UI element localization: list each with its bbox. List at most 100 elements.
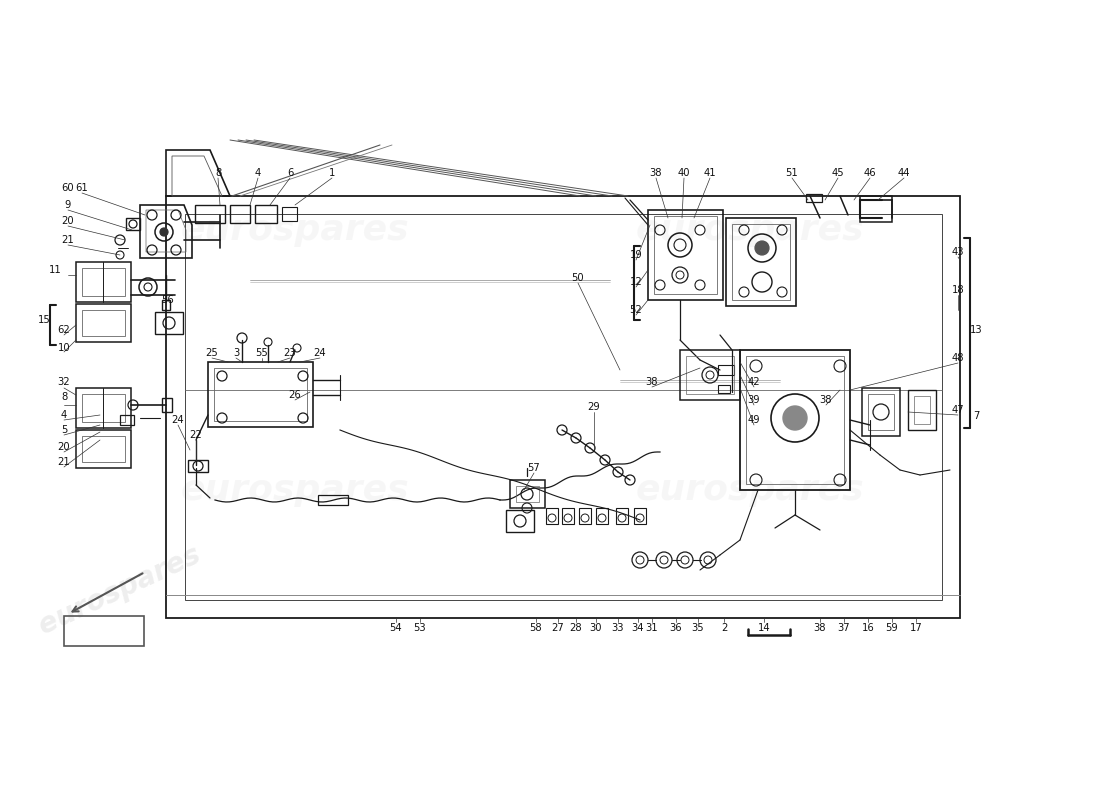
Text: 10: 10 (57, 343, 70, 353)
Circle shape (783, 406, 807, 430)
Text: 21: 21 (62, 235, 75, 245)
Bar (162, 300, 170, 310)
Text: 62: 62 (57, 325, 70, 335)
Text: 55: 55 (255, 348, 268, 358)
Bar (516, 486, 539, 502)
Text: 16: 16 (861, 623, 875, 633)
Bar (616, 508, 628, 524)
Text: 56: 56 (162, 295, 175, 305)
Text: 29: 29 (587, 402, 601, 412)
Bar (546, 508, 558, 524)
Text: 53: 53 (414, 623, 427, 633)
Text: 42: 42 (748, 377, 760, 387)
Text: 34: 34 (631, 623, 645, 633)
Text: 57: 57 (528, 463, 540, 473)
Text: 3: 3 (233, 348, 239, 358)
Text: 47: 47 (952, 405, 965, 415)
Bar (862, 388, 900, 436)
Bar (648, 210, 723, 300)
Text: 44: 44 (898, 168, 911, 178)
Text: 51: 51 (785, 168, 799, 178)
Text: 41: 41 (704, 168, 716, 178)
Text: 11: 11 (48, 265, 62, 275)
Bar (188, 460, 208, 472)
Text: 32: 32 (57, 377, 70, 387)
Bar (214, 368, 307, 421)
Text: 52: 52 (629, 305, 642, 315)
Bar (318, 495, 348, 505)
Text: 58: 58 (530, 623, 542, 633)
Text: 19: 19 (629, 250, 642, 260)
Bar (120, 415, 134, 425)
Bar (82, 394, 125, 422)
Text: 54: 54 (389, 623, 403, 633)
Text: 24: 24 (314, 348, 327, 358)
Text: 5: 5 (60, 425, 67, 435)
Text: 37: 37 (838, 623, 850, 633)
Bar (868, 394, 894, 430)
Bar (510, 480, 544, 508)
Bar (76, 388, 131, 428)
Bar (680, 350, 740, 400)
Text: 20: 20 (57, 442, 70, 452)
Text: 61: 61 (76, 183, 88, 193)
Bar (82, 268, 125, 296)
Bar (746, 356, 844, 484)
Text: eurospares: eurospares (636, 473, 865, 507)
Text: eurospares: eurospares (180, 213, 409, 247)
Bar (126, 218, 140, 230)
Bar (76, 262, 131, 302)
Bar (255, 205, 277, 223)
Bar (562, 508, 574, 524)
Text: 14: 14 (758, 623, 770, 633)
Text: 24: 24 (172, 415, 185, 425)
Bar (718, 365, 734, 375)
Text: 39: 39 (748, 395, 760, 405)
Bar (506, 510, 534, 532)
Bar (860, 196, 892, 222)
Text: 38: 38 (650, 168, 662, 178)
Text: 8: 8 (60, 392, 67, 402)
Text: 22: 22 (189, 430, 202, 440)
Text: 59: 59 (886, 623, 899, 633)
Text: 60: 60 (62, 183, 75, 193)
Bar (732, 224, 790, 300)
Bar (908, 390, 936, 430)
Text: 15: 15 (37, 315, 51, 325)
Bar (82, 436, 125, 462)
Text: 8: 8 (214, 168, 221, 178)
Text: 30: 30 (590, 623, 603, 633)
Text: 40: 40 (678, 168, 691, 178)
Bar (654, 216, 717, 294)
Circle shape (160, 228, 168, 236)
Text: 38: 38 (820, 395, 833, 405)
Bar (155, 312, 183, 334)
Bar (282, 207, 297, 221)
Text: 4: 4 (255, 168, 261, 178)
Bar (718, 385, 730, 393)
Text: 35: 35 (692, 623, 704, 633)
Text: 20: 20 (62, 216, 75, 226)
Bar (596, 508, 608, 524)
Text: 13: 13 (970, 325, 982, 335)
Bar (76, 430, 131, 468)
Text: 48: 48 (952, 353, 965, 363)
Bar (914, 396, 929, 424)
Bar (162, 398, 172, 412)
Bar (726, 218, 796, 306)
Text: 26: 26 (288, 390, 301, 400)
Text: 33: 33 (612, 623, 625, 633)
Bar (579, 508, 591, 524)
Text: 17: 17 (910, 623, 923, 633)
Text: 43: 43 (952, 247, 965, 257)
Text: 49: 49 (748, 415, 760, 425)
Bar (686, 356, 734, 394)
Text: 7: 7 (972, 411, 979, 421)
Text: 2: 2 (720, 623, 727, 633)
Bar (195, 205, 226, 223)
Text: 50: 50 (572, 273, 584, 283)
Bar (230, 205, 250, 223)
Text: 18: 18 (952, 285, 965, 295)
Text: 25: 25 (206, 348, 219, 358)
Bar (208, 362, 314, 427)
